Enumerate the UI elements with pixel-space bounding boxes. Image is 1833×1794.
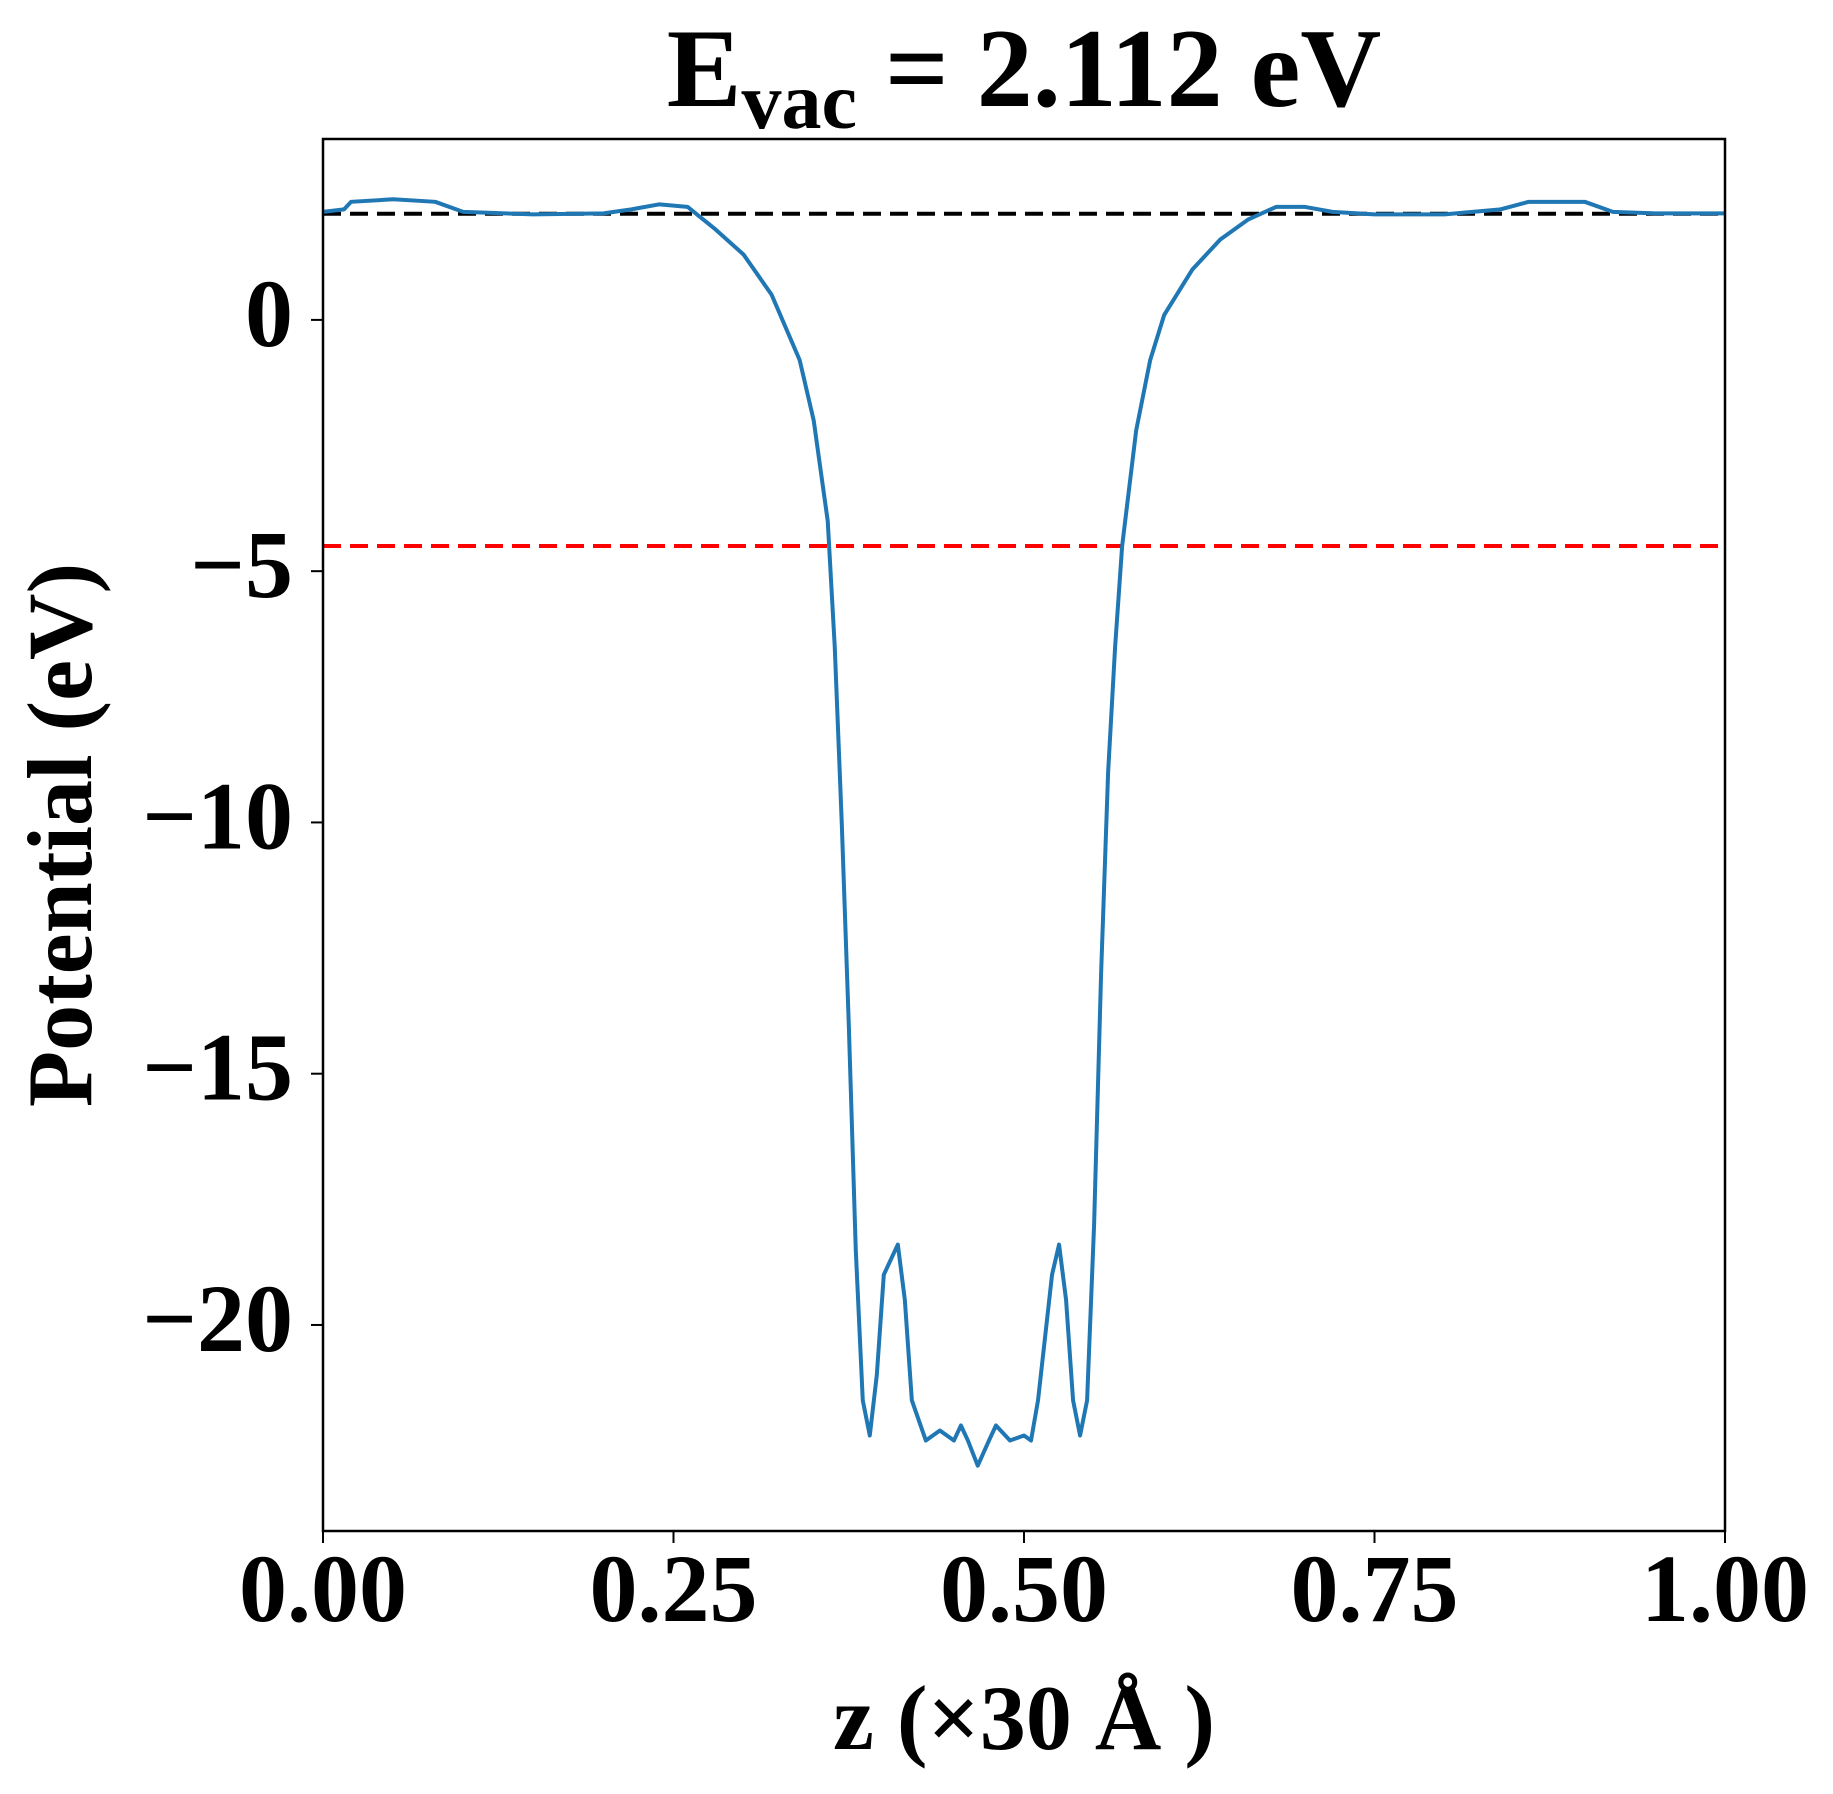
x-tick-label: 0.50	[940, 1535, 1108, 1642]
y-tick-label: −10	[142, 762, 293, 869]
title-subscript: vac	[741, 58, 857, 146]
title-rest: = 2.112 eV	[857, 7, 1381, 131]
data-line	[322, 197, 1725, 1468]
plot-frame	[321, 137, 1727, 1533]
y-tick-label: −15	[142, 1014, 293, 1121]
chart-title: Evac = 2.112 eV	[667, 7, 1381, 147]
y-tick-label: −20	[142, 1265, 293, 1372]
x-axis-label: z (×30 Å )	[833, 1667, 1215, 1769]
x-tick-label: 0.75	[1291, 1535, 1459, 1642]
y-tick-label: −5	[190, 511, 293, 618]
x-tick-label: 0.00	[239, 1535, 407, 1642]
y-axis-label: Potential (eV)	[9, 563, 111, 1107]
x-tick-label: 0.25	[590, 1535, 758, 1642]
x-tick-label: 1.00	[1641, 1535, 1809, 1642]
y-tick-label: 0	[245, 260, 293, 367]
title-base: E	[667, 7, 742, 131]
